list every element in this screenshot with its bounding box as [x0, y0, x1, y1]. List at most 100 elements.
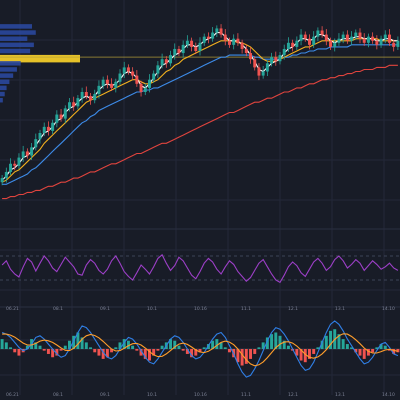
macd-histogram-bar: [345, 344, 349, 349]
macd-histogram-bar: [135, 349, 139, 351]
x-tick-label: 10.1: [147, 306, 157, 312]
macd-histogram-bar: [253, 349, 257, 354]
candle-body: [312, 36, 316, 45]
candle-body: [173, 48, 177, 56]
candle-body: [185, 40, 189, 45]
x-tick-label: 11.1: [241, 306, 251, 312]
candle-body: [9, 163, 12, 172]
vp-bar: [0, 73, 14, 78]
candle-body: [324, 34, 328, 41]
candle-body: [126, 67, 130, 72]
candle-body: [4, 171, 8, 179]
macd-histogram-bar: [181, 349, 185, 351]
candle-body: [190, 40, 194, 47]
candle-body: [308, 38, 311, 45]
candle-body: [282, 48, 286, 56]
candle-body: [59, 114, 63, 119]
macd-histogram-bar: [265, 337, 269, 349]
candle-body: [270, 57, 274, 64]
candle-body: [383, 34, 387, 39]
candle-body: [350, 36, 354, 41]
candle-body: [337, 38, 341, 43]
macd-histogram-bar: [358, 349, 362, 356]
candle-body: [354, 32, 358, 37]
candle-body: [42, 126, 46, 133]
x-tick-label: 10.16: [194, 306, 207, 312]
macd-histogram-bar: [257, 347, 261, 349]
candle-body: [333, 42, 337, 47]
macd-histogram-bar: [51, 349, 55, 358]
candle-body: [249, 53, 252, 60]
macd-histogram-bar: [93, 349, 97, 353]
macd-histogram-bar: [169, 339, 172, 349]
candle-body: [358, 32, 362, 39]
macd-histogram-bar: [185, 349, 189, 354]
macd-histogram-bar: [101, 349, 105, 359]
x-tick-label-bottom: 10.1: [147, 392, 157, 398]
candle-body: [392, 42, 396, 47]
candle-body: [299, 34, 303, 41]
rsi-line: [1, 253, 399, 284]
candle-body: [0, 178, 4, 183]
vp-bar: [0, 36, 28, 41]
macd-histogram-bar: [42, 349, 46, 351]
candle-body: [236, 38, 240, 43]
macd-histogram-bar: [371, 349, 375, 353]
candle-body: [143, 87, 147, 92]
candle-body: [68, 102, 71, 109]
macd-histogram-bar: [34, 342, 38, 349]
macd-histogram-bar: [236, 349, 240, 363]
vp-bar: [0, 91, 5, 97]
macd-histogram-bar: [177, 345, 181, 349]
candle-body: [177, 48, 181, 54]
candle-body: [202, 36, 206, 43]
macd-histogram-bar: [211, 340, 215, 349]
macd-histogram-bar: [219, 342, 223, 349]
candle-body: [303, 34, 307, 39]
macd-histogram-bar: [303, 349, 307, 363]
volume-profile: [0, 24, 400, 103]
macd-histogram-bar: [308, 349, 311, 359]
vp-bar: [0, 97, 3, 103]
candlesticks[interactable]: [0, 24, 400, 186]
candle-body: [261, 71, 265, 76]
candle-body: [228, 40, 231, 45]
x-tick-label-bottom: 09.1: [100, 392, 110, 398]
candle-body: [240, 42, 244, 49]
candle-body: [51, 122, 55, 131]
candle-body: [118, 73, 122, 82]
macd-histogram-bar: [362, 349, 366, 359]
macd-macd-line: [1, 320, 399, 378]
candle-body: [80, 92, 84, 99]
x-tick-label: 06.21: [6, 306, 19, 312]
x-tick-label: 12.1: [288, 306, 298, 312]
macd-histogram-bar: [392, 349, 396, 354]
candle-body: [371, 36, 375, 41]
candle-body: [101, 79, 105, 86]
candle-body: [274, 57, 278, 62]
candle-body: [215, 28, 219, 33]
macd-histogram-bar: [46, 349, 50, 354]
macd-histogram-bar: [198, 349, 202, 353]
candle-body: [55, 114, 59, 123]
candle-body: [219, 28, 223, 35]
candle-body: [72, 102, 76, 107]
macd-histogram-bar: [316, 347, 320, 349]
candle-body: [388, 34, 391, 43]
macd-histogram-bar: [396, 349, 400, 353]
macd-histogram-bar: [282, 340, 286, 349]
macd-histogram-bar: [379, 344, 383, 349]
candle-body: [329, 40, 332, 47]
macd-histogram-bar: [148, 349, 151, 361]
candle-body: [375, 40, 379, 45]
candle-body: [253, 59, 257, 68]
x-tick-label: 14.10: [382, 306, 395, 312]
candle-body: [63, 108, 67, 119]
macd-histogram-bar: [299, 349, 303, 361]
rsi-panel: [0, 253, 400, 284]
candle-body: [164, 59, 168, 64]
x-tick-label: 13.1: [335, 306, 345, 312]
macd-histogram-bar: [139, 349, 143, 356]
candle-body: [286, 42, 290, 49]
